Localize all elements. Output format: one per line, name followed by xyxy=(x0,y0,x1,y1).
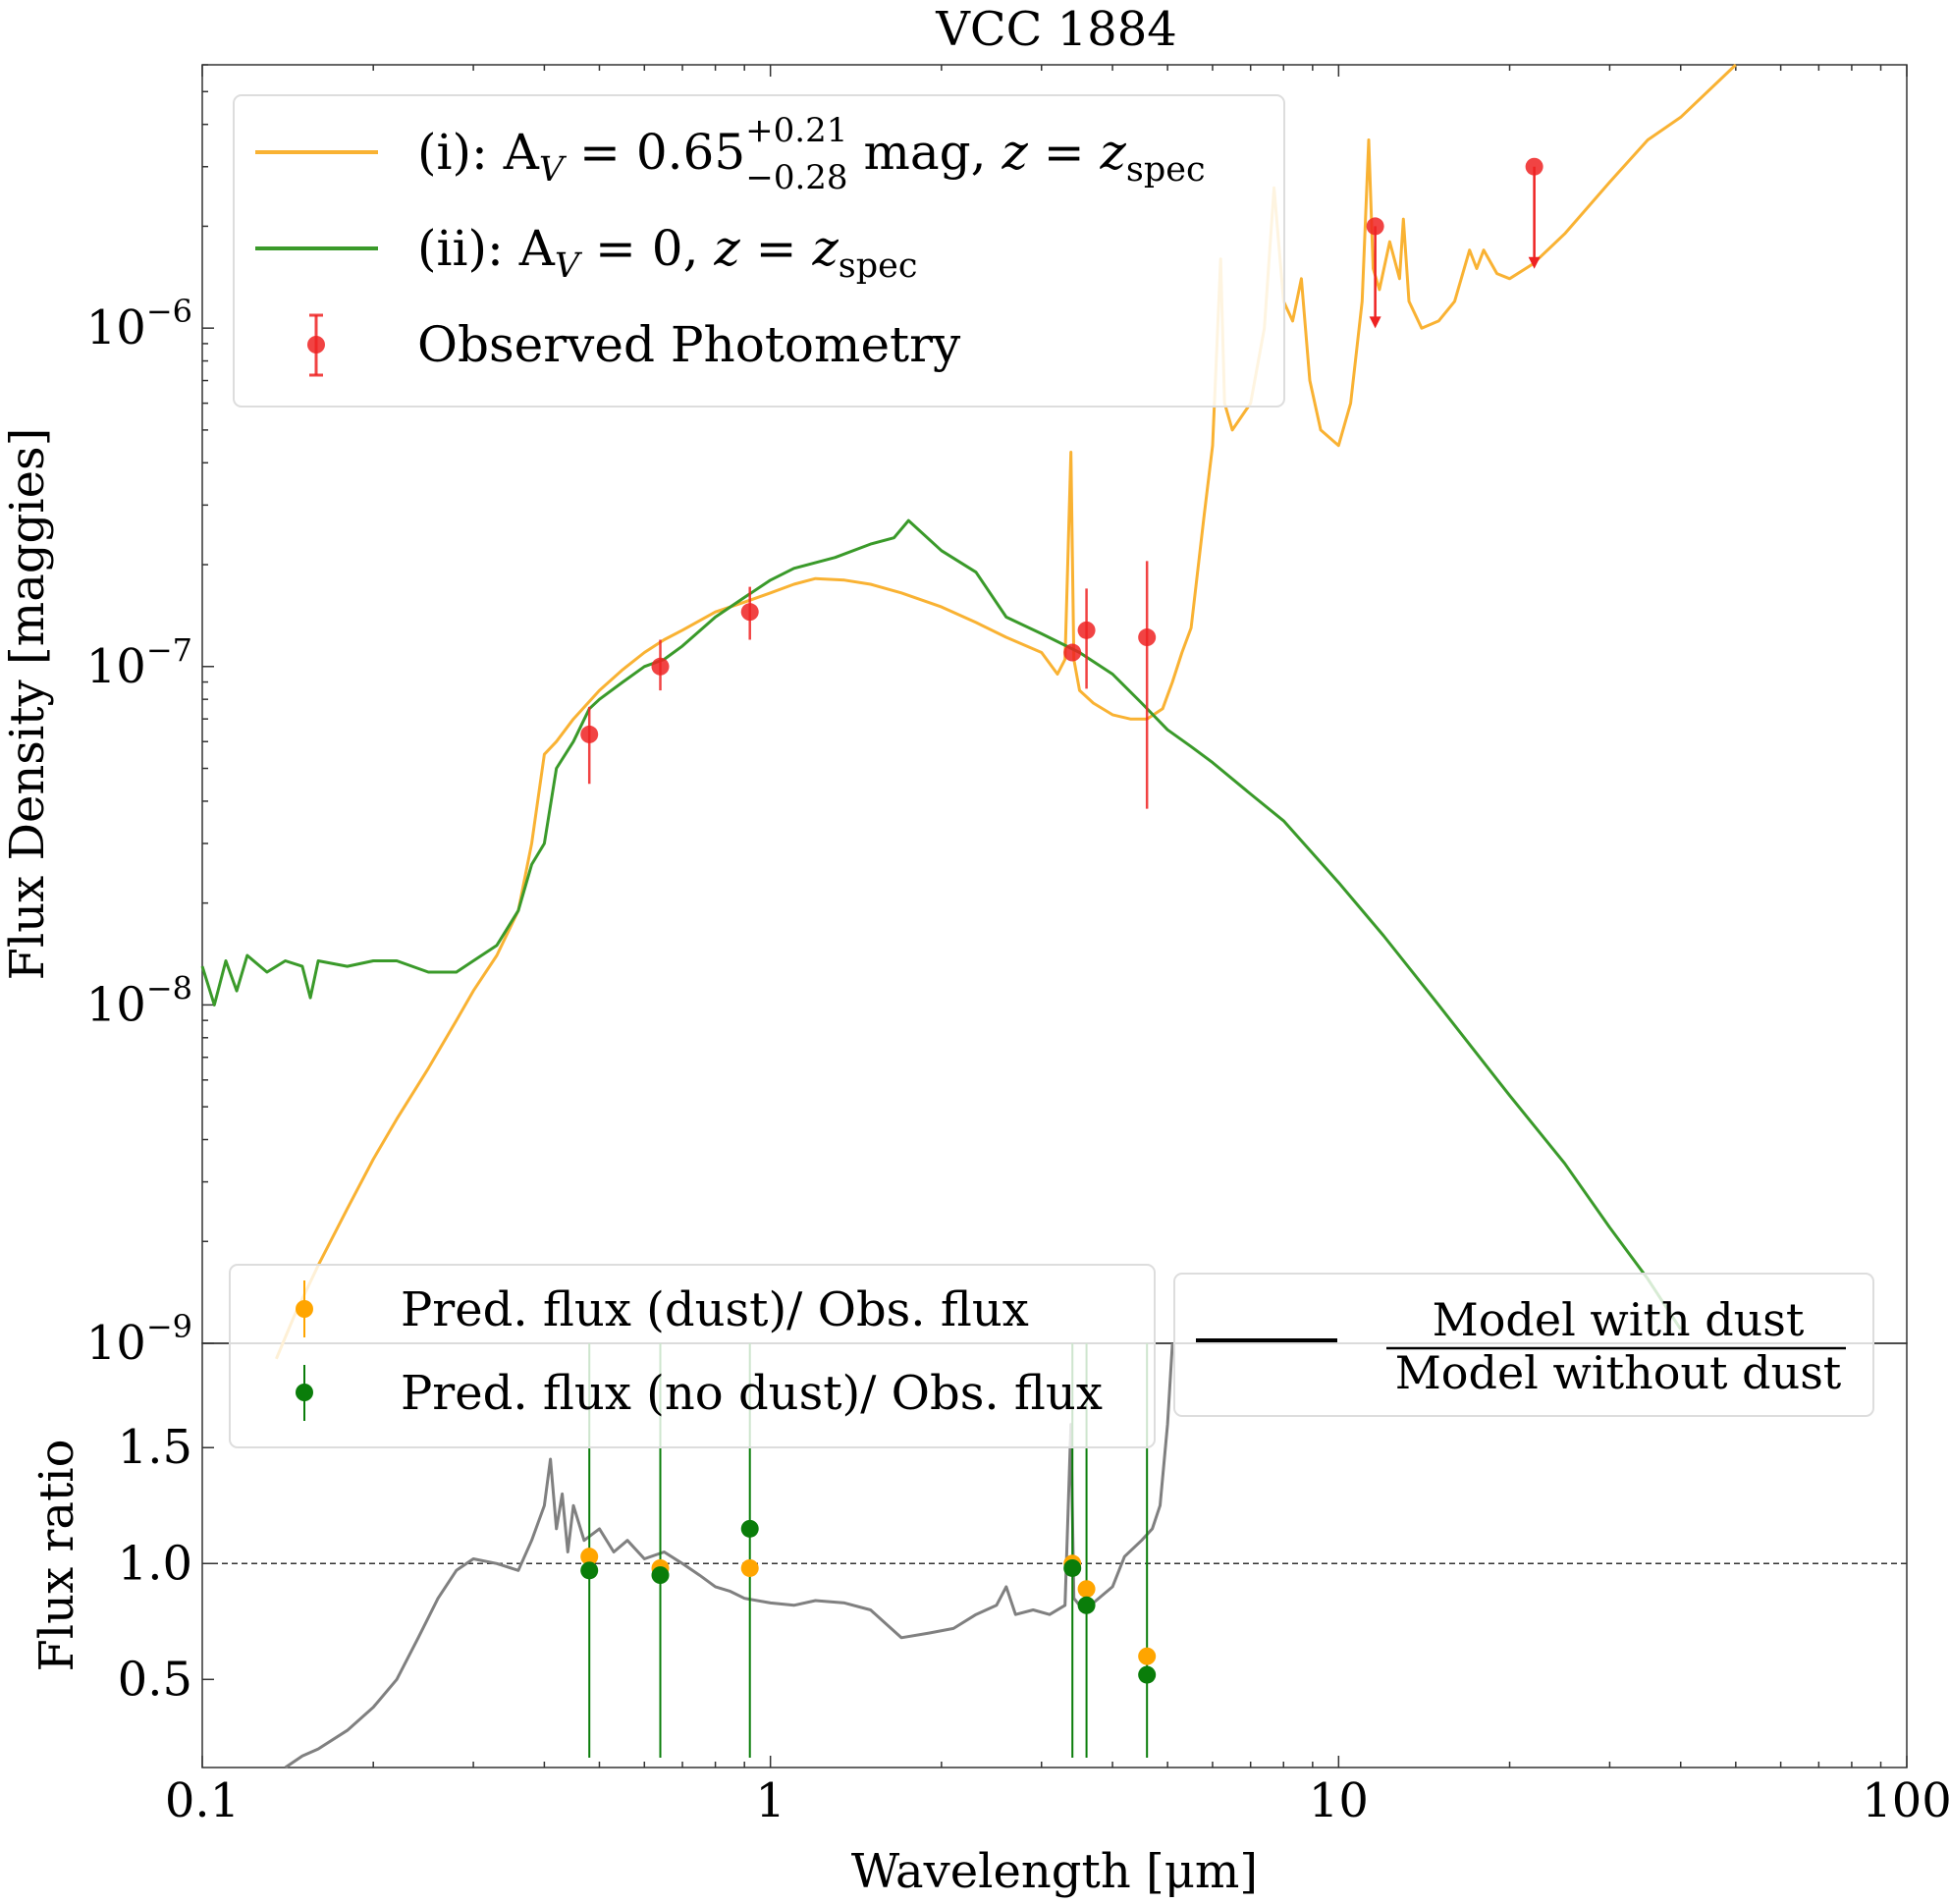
sed-legend-frame xyxy=(233,94,1285,408)
sed-curve-dust xyxy=(275,63,1737,1360)
legend-label-observed-photometry: Observed Photometry xyxy=(417,316,961,373)
legend-marker-dust-ratio xyxy=(296,1280,313,1337)
sed-legend: (i): AV = 0.65+0.21 −0.28 mag, z = zspec … xyxy=(233,94,1285,408)
ratio-legend-left: Pred. flux (dust)/ Obs. flux Pred. flux … xyxy=(229,1264,1156,1448)
upper-limit-arrowhead xyxy=(1369,316,1381,329)
x-tick-label: 1 xyxy=(755,1773,785,1828)
ratio-point-nodust xyxy=(1077,1596,1096,1614)
upper-limit-arrowhead xyxy=(1528,256,1541,269)
legend-label-dust-ratio: Pred. flux (dust)/ Obs. flux xyxy=(401,1282,1029,1337)
ratio-point-dust xyxy=(1138,1647,1157,1665)
sed-y-tick-label: 10−6 xyxy=(86,293,192,355)
ratio-y-axis-label: Flux ratio xyxy=(29,1440,84,1672)
photometry-point xyxy=(740,603,759,622)
ratio-legend-left-frame xyxy=(229,1264,1156,1448)
photometry-point xyxy=(1063,643,1082,662)
legend-label-dust-model: (i): AV = 0.65+0.21 −0.28 mag, z = zspec xyxy=(417,111,1206,197)
ratio-point-nodust xyxy=(580,1561,599,1580)
photometry-point xyxy=(1138,628,1157,647)
ratio-y-tick-label: 1.0 xyxy=(118,1536,192,1591)
sed-curve-nodust xyxy=(200,518,1682,1331)
x-tick-label: 0.1 xyxy=(165,1773,240,1828)
ratio-point-dust xyxy=(1077,1580,1096,1599)
photometry-point xyxy=(580,725,599,743)
sed-curve-group xyxy=(200,63,1737,1360)
photometry-point xyxy=(651,657,670,676)
ratio-point-dust xyxy=(740,1558,759,1577)
chart-title: VCC 1884 xyxy=(935,2,1177,57)
upper-limit-point xyxy=(1366,217,1384,236)
ratio-point-nodust xyxy=(651,1566,670,1585)
legend-numerator: Model with dust xyxy=(1433,1293,1805,1346)
ratio-points-group xyxy=(580,1343,1157,1758)
ratio-y-tick-label: 0.5 xyxy=(118,1652,192,1707)
sed-tick-group: 10−6 10−7 10−8 10−9 xyxy=(86,64,214,1371)
ratio-point-nodust xyxy=(1138,1665,1157,1684)
legend-label-nodust-ratio: Pred. flux (no dust)/ Obs. flux xyxy=(401,1366,1103,1421)
ratio-point-nodust xyxy=(1063,1558,1082,1577)
legend-marker-observed-photometry xyxy=(307,313,325,377)
legend-marker-nodust-ratio xyxy=(296,1365,313,1421)
ratio-point-nodust xyxy=(740,1519,759,1538)
sed-photometry-group xyxy=(580,157,1543,809)
ratio-tick-group: 0.1 1 10 100 0.5 1.0 1.5 xyxy=(118,65,1949,1828)
sed-y-tick-label: 10−8 xyxy=(86,969,192,1032)
legend-denominator: Model without dust xyxy=(1395,1346,1842,1399)
x-axis-label: Wavelength [μm] xyxy=(851,1844,1258,1899)
x-tick-label: 10 xyxy=(1309,1773,1369,1828)
sed-y-tick-label: 10−9 xyxy=(86,1308,192,1371)
x-tick-label: 100 xyxy=(1862,1773,1949,1828)
sed-y-axis-label: Flux Density [maggies] xyxy=(0,428,55,981)
upper-limit-point xyxy=(1525,157,1543,176)
ratio-point-dust xyxy=(580,1548,599,1566)
sed-y-tick-label: 10−7 xyxy=(86,631,192,694)
ratio-y-tick-label: 1.5 xyxy=(118,1420,192,1475)
photometry-point xyxy=(1077,621,1096,639)
ratio-legend-right: Model with dust Model without dust xyxy=(1173,1273,1874,1417)
ratio-legend-right-frame xyxy=(1173,1273,1874,1417)
legend-label-nodust-model: (ii): AV = 0, z = zspec xyxy=(417,220,917,286)
